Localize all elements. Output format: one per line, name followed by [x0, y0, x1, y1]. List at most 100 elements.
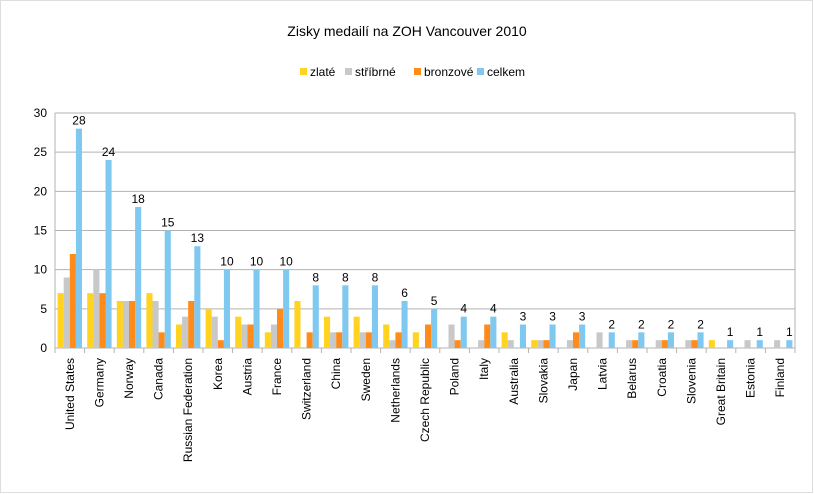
bar-zlate-sweden: [353, 316, 360, 348]
legend-swatch-bronzove: [414, 68, 421, 75]
bar-bronzove-canada: [158, 332, 165, 348]
bar-celkem-canada: [164, 230, 171, 348]
bar-bronzove-czech-republic: [425, 324, 432, 348]
bar-stribrne-russian-federation: [182, 316, 189, 348]
bar-bronzove-austria: [247, 324, 254, 348]
legend-label-stribrne: stříbrné: [355, 65, 396, 79]
bar-stribrne-china: [330, 332, 337, 348]
bar-zlate-norway: [116, 301, 123, 348]
bar-celkem-finland: [786, 340, 793, 348]
bar-bronzove-croatia: [661, 340, 668, 348]
bar-bronzove-belarus: [632, 340, 639, 348]
x-tick-label-latvia: Latvia: [596, 358, 610, 390]
bar-stribrne-canada: [152, 301, 159, 348]
bar-celkem-estonia: [756, 340, 763, 348]
y-tick-label: 10: [34, 263, 48, 277]
x-tick-label-netherlands: Netherlands: [388, 358, 402, 423]
x-tick-label-canada: Canada: [152, 358, 166, 400]
y-tick-label: 0: [40, 341, 47, 355]
x-tick-label-norway: Norway: [122, 358, 136, 399]
bar-zlate-france: [264, 332, 271, 348]
chart-title: Zisky medailí na ZOH Vancouver 2010: [287, 23, 527, 39]
x-tick-label-italy: Italy: [477, 358, 491, 380]
legend: zlaté stříbrné bronzové celkem: [300, 65, 525, 79]
bar-bronzove-switzerland: [306, 332, 313, 348]
data-label-canada: 15: [161, 216, 175, 230]
bar-zlate-china: [324, 316, 331, 348]
bar-zlate-australia: [501, 332, 508, 348]
bar-stribrne-germany: [93, 269, 100, 348]
x-tick-label-austria: Austria: [240, 358, 254, 396]
bar-celkem-china: [342, 285, 349, 348]
data-label-norway: 18: [131, 192, 145, 206]
bar-celkem-france: [283, 269, 290, 348]
bar-zlate-switzerland: [294, 301, 301, 348]
x-tick-label-belarus: Belarus: [625, 358, 639, 399]
x-tick-label-poland: Poland: [448, 358, 462, 395]
bar-celkem-austria: [253, 269, 260, 348]
legend-swatch-celkem: [477, 68, 484, 75]
bar-stribrne-italy: [478, 340, 485, 348]
data-label-germany: 24: [102, 145, 116, 159]
data-label-china: 8: [342, 270, 349, 284]
bar-stribrne-norway: [122, 301, 129, 348]
x-tick-label-finland: Finland: [773, 358, 787, 397]
bar-zlate-great-britain: [708, 340, 715, 348]
bar-stribrne-finland: [774, 340, 781, 348]
bar-stribrne-sweden: [359, 332, 366, 348]
bar-celkem-japan: [579, 324, 586, 348]
bar-celkem-united-states: [75, 128, 82, 348]
legend-label-celkem: celkem: [487, 65, 525, 79]
bar-celkem-norway: [135, 207, 142, 348]
data-label-estonia: 1: [756, 325, 763, 339]
bar-bronzove-italy: [484, 324, 491, 348]
legend-swatch-zlate: [300, 68, 307, 75]
bar-zlate-austria: [235, 316, 242, 348]
data-label-finland: 1: [786, 325, 793, 339]
data-label-belarus: 2: [638, 317, 645, 331]
data-label-latvia: 2: [608, 317, 615, 331]
bar-stribrne-austria: [241, 324, 248, 348]
bar-zlate-czech-republic: [412, 332, 419, 348]
y-tick-label: 15: [34, 224, 48, 238]
bar-celkem-switzerland: [312, 285, 319, 348]
bar-celkem-poland: [460, 316, 467, 348]
bar-stribrne-estonia: [744, 340, 751, 348]
bar-bronzove-norway: [129, 301, 136, 348]
bar-zlate-netherlands: [383, 324, 390, 348]
y-tick-label: 20: [34, 184, 48, 198]
bar-bronzove-sweden: [365, 332, 372, 348]
bar-celkem-russian-federation: [194, 246, 201, 348]
bar-zlate-canada: [146, 293, 153, 348]
legend-label-zlate: zlaté: [310, 65, 336, 79]
bar-celkem-croatia: [667, 332, 674, 348]
bar-celkem-belarus: [638, 332, 645, 348]
bar-celkem-slovakia: [549, 324, 556, 348]
x-tick-label-korea: Korea: [211, 358, 225, 390]
bar-celkem-czech-republic: [431, 308, 438, 348]
bar-bronzove-russian-federation: [188, 301, 195, 348]
data-labels: 28 24 18 15 13 10 10 10 8 8 8 6 5 4 4 3 3 3 2 2 2 2 1 1 1: [72, 114, 793, 339]
bar-bronzove-slovakia: [543, 340, 550, 348]
bar-bronzove-united-states: [69, 254, 76, 348]
bar-stribrne-belarus: [626, 340, 633, 348]
x-axis: United States Germany Norway Canada Russian …: [54, 348, 796, 462]
bar-stribrne-united-states: [63, 277, 70, 348]
bar-stribrne-poland: [448, 324, 455, 348]
bar-bronzove-germany: [99, 293, 106, 348]
data-label-italy: 4: [490, 302, 497, 316]
bar-celkem-slovenia: [697, 332, 704, 348]
data-label-slovenia: 2: [697, 317, 704, 331]
data-label-korea: 10: [220, 255, 234, 269]
bar-celkem-italy: [490, 316, 497, 348]
data-label-netherlands: 6: [401, 286, 408, 300]
bar-stribrne-latvia: [596, 332, 603, 348]
bar-stribrne-slovenia: [685, 340, 692, 348]
x-tick-label-croatia: Croatia: [655, 358, 669, 397]
bar-bronzove-france: [277, 308, 284, 348]
y-tick-label: 30: [34, 106, 48, 120]
bar-stribrne-korea: [211, 316, 218, 348]
bar-celkem-latvia: [608, 332, 615, 348]
bar-zlate-slovakia: [531, 340, 538, 348]
